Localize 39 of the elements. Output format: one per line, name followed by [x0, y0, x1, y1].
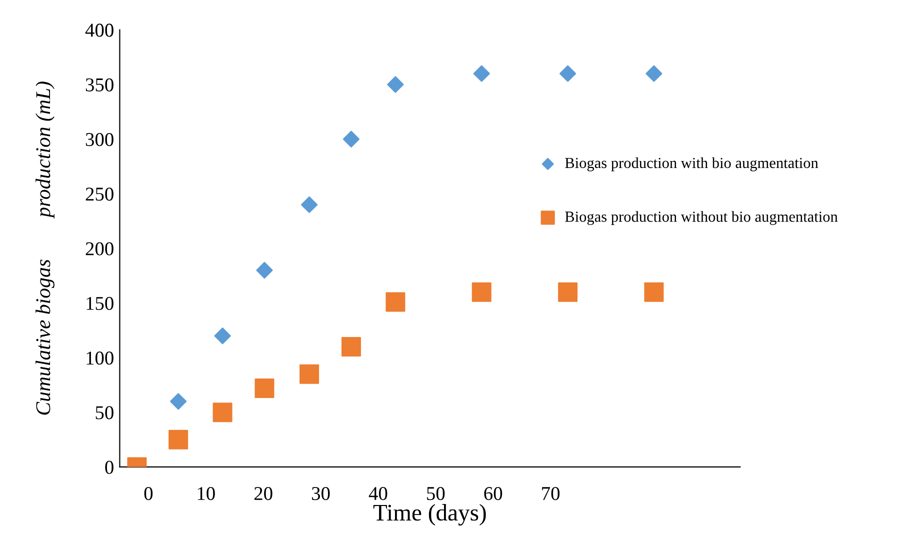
x-tick-label: 30 [312, 486, 330, 500]
x-tick-label: 70 [542, 486, 560, 500]
y-tick-label: 50 [96, 406, 114, 420]
point [168, 430, 188, 450]
legend-label: Biogas production with bio augmentation [565, 157, 818, 172]
point [341, 337, 361, 357]
x-axis-title: Time (days) [373, 504, 486, 526]
y-axis-title: Cumulative biogas production (mL) [36, 82, 54, 415]
y-tick-label: 400 [85, 24, 114, 37]
y-tick-label: 300 [86, 132, 114, 146]
point [300, 196, 318, 214]
point [386, 292, 406, 312]
y-tick-label: 0 [105, 460, 114, 474]
point [212, 402, 232, 422]
x-tick-label: 10 [198, 486, 215, 500]
point [170, 393, 187, 410]
point [559, 65, 576, 82]
y-tick-label: 100 [86, 352, 114, 365]
point [473, 65, 490, 82]
point [300, 364, 320, 384]
point [256, 262, 273, 279]
point [342, 130, 360, 148]
point [644, 282, 664, 302]
x-tick-label: 20 [254, 486, 272, 500]
y-tick-label: 200 [86, 242, 114, 256]
point [254, 378, 274, 398]
y-tick-label: 150 [86, 296, 114, 310]
x-tick-label: 0 [144, 486, 153, 500]
point [387, 76, 404, 93]
x-tick-label: 40 [368, 486, 388, 500]
x-tick-label: 60 [484, 486, 502, 500]
point [646, 65, 662, 82]
point [214, 328, 231, 344]
point [558, 282, 578, 302]
x-tick-label: 50 [427, 486, 445, 500]
point [472, 282, 492, 302]
y-tick-label: 250 [86, 188, 114, 201]
y-tick-label: 350 [86, 78, 114, 92]
legend-label: Biogas production without bio augmentation [565, 211, 838, 225]
